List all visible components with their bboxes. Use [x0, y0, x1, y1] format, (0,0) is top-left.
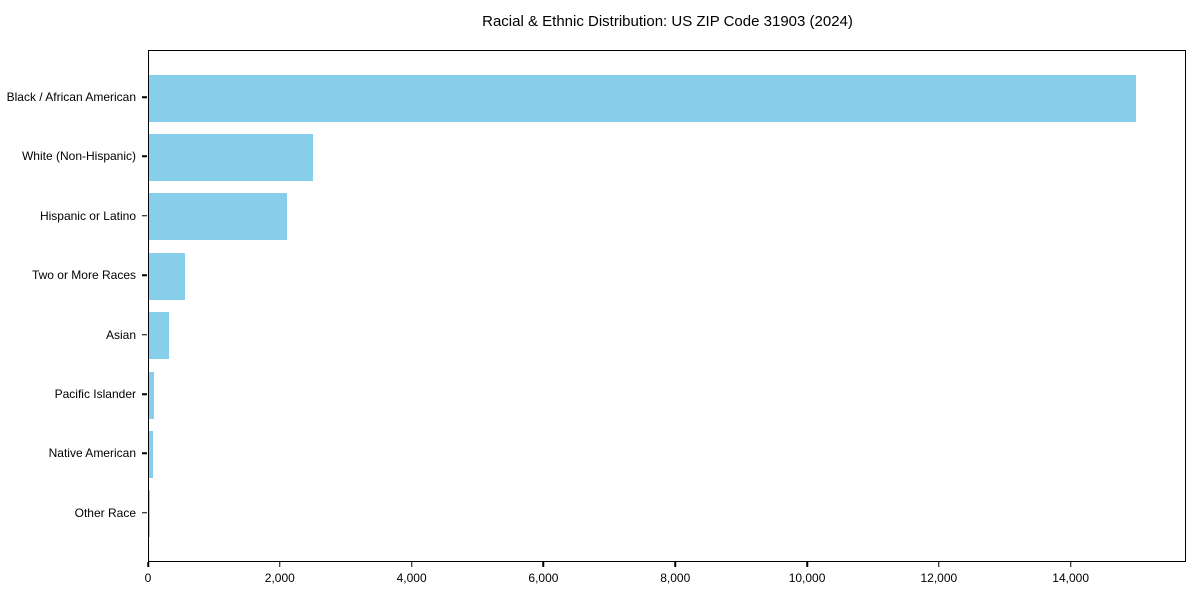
x-tick-label-2-000: 2,000 [264, 571, 295, 585]
x-tick-label-4-000: 4,000 [396, 571, 427, 585]
x-tick-2-000 [279, 562, 281, 567]
y-label-two-or-more-races: Two or More Races [31, 268, 136, 283]
bar-two-or-more-races [149, 252, 186, 300]
y-tick-hispanic-or-latino [142, 215, 147, 217]
x-tick-label-8-000: 8,000 [660, 571, 691, 585]
x-tick-label-14-000: 14,000 [1052, 571, 1089, 585]
y-label-hispanic-or-latino: Hispanic or Latino [39, 208, 136, 223]
x-tick-14-000 [1069, 562, 1072, 567]
x-tick-10-000 [806, 562, 808, 567]
bar-other-race [149, 490, 150, 538]
x-tick-4-000 [410, 562, 413, 567]
x-tick-0 [147, 562, 149, 567]
x-tick-6-000 [542, 562, 545, 567]
y-tick-native-american [142, 452, 147, 455]
bar-native-american [149, 430, 153, 478]
y-label-black-african-american: Black / African American [6, 90, 136, 104]
y-label-asian: Asian [105, 327, 136, 342]
x-tick-8-000 [674, 562, 676, 567]
bar-pacific-islander [149, 371, 154, 419]
x-tick-label-0: 0 [144, 571, 152, 585]
x-tick-label-10-000: 10,000 [788, 571, 826, 585]
bar-white-non-hispanic [149, 133, 314, 181]
bar-hispanic-or-latino [149, 193, 288, 241]
y-tick-pacific-islander [142, 393, 147, 395]
x-tick-12-000 [938, 562, 940, 567]
y-tick-asian [142, 333, 147, 336]
y-tick-two-or-more-races [142, 274, 147, 276]
chart-title: Racial & Ethnic Distribution: US ZIP Cod… [482, 13, 853, 30]
y-label-white-non-hispanic: White (Non-Hispanic) [21, 149, 136, 164]
y-label-other-race: Other Race [74, 505, 136, 520]
x-tick-label-6-000: 6,000 [528, 571, 559, 585]
y-label-native-american: Native American [48, 446, 136, 461]
y-label-pacific-islander: Pacific Islander [54, 387, 136, 401]
bar-black-african-american [149, 74, 1136, 122]
plot-area [148, 50, 1186, 562]
bar-asian [149, 312, 169, 360]
y-tick-black-african-american [142, 96, 147, 98]
y-tick-other-race [142, 512, 147, 514]
y-tick-white-non-hispanic [142, 155, 147, 158]
x-tick-label-12-000: 12,000 [920, 571, 958, 585]
